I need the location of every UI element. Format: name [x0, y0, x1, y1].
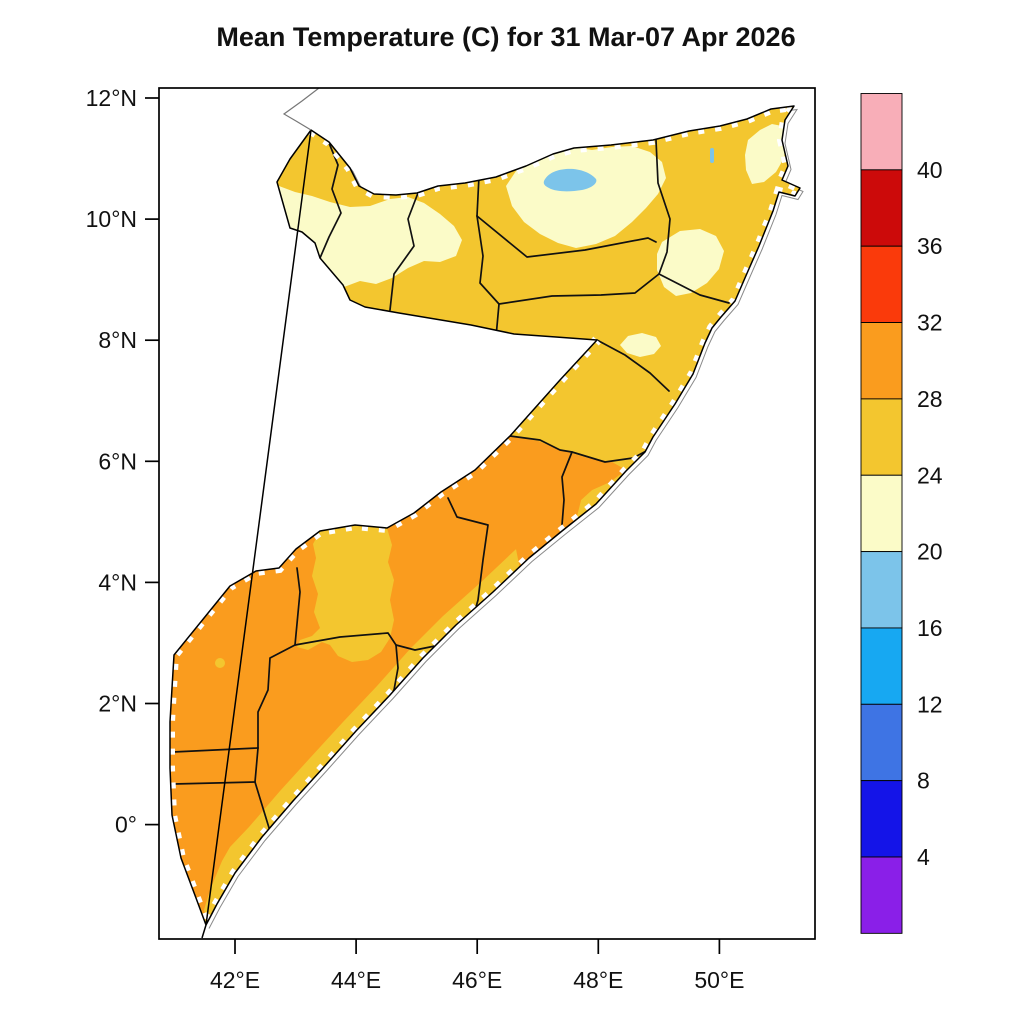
colorbar-cell [860, 856, 903, 934]
admin-boundary [257, 644, 296, 749]
x-axis-label: 48°E [573, 967, 623, 993]
temp-zone-cool-around-lake [506, 146, 666, 248]
colorbar-cell [860, 398, 903, 476]
admin-boundary [294, 567, 301, 646]
y-axis-label: 12°N [86, 85, 137, 111]
temp-zone-warm-coastal-dot [494, 638, 508, 652]
cold-spot-lake [543, 168, 597, 192]
x-axis-label: 46°E [452, 967, 502, 993]
temp-zone-mild-dot [215, 658, 225, 668]
x-axis-label: 42°E [210, 967, 260, 993]
temp-zone-cool-bari [657, 229, 724, 296]
y-axis-label: 10°N [86, 206, 137, 232]
admin-boundary [294, 632, 397, 646]
colorbar-cell [860, 627, 903, 705]
colorbar-cell [860, 245, 903, 323]
admin-boundary [389, 192, 419, 311]
admin-boundary [476, 215, 500, 338]
y-axis-label: 6°N [98, 448, 137, 474]
y-axis-label: 0° [115, 812, 137, 838]
colorbar-label: 20 [917, 539, 943, 565]
colorbar-label: 4 [917, 844, 930, 870]
colorbar-label: 28 [917, 386, 943, 412]
admin-boundary [596, 339, 670, 392]
admin-boundary [172, 747, 259, 753]
colorbar-cell [860, 703, 903, 782]
coastline [169, 105, 801, 939]
temp-zone-warm-south-fill2 [462, 436, 626, 583]
colorbar-cell [860, 169, 903, 247]
colorbar: 40 36 32 28 24 20 16 12 8 4 [860, 93, 943, 934]
y-axis: 12°N 10°N 8°N 6°N 4°N 2°N 0° [86, 85, 159, 838]
admin-boundary [439, 647, 509, 666]
colorbar-cell [860, 551, 903, 629]
admin-boundary [571, 448, 651, 463]
colorbar-cell [860, 93, 903, 171]
temp-zone-mild-bay-tongue [297, 525, 394, 662]
x-axis-label: 44°E [331, 967, 381, 993]
temp-zone-cool-cape [745, 124, 786, 184]
admin-boundary [173, 781, 256, 785]
admin-boundary [655, 139, 671, 275]
colorbar-label: 16 [917, 615, 943, 641]
colorbar-cell [860, 474, 903, 553]
admin-boundary [498, 273, 660, 305]
y-axis-label: 2°N [98, 691, 137, 717]
colorbar-cell [860, 780, 903, 858]
colorbar-label: 8 [917, 768, 930, 794]
plot-border [158, 87, 816, 940]
admin-boundary [393, 689, 448, 738]
chart-title: Mean Temperature (C) for 31 Mar-07 Apr 2… [216, 22, 796, 52]
djibouti-border-line [282, 87, 320, 131]
colorbar-label: 32 [917, 310, 943, 336]
cold-spot-small [710, 148, 714, 163]
colorbar-label: 40 [917, 157, 943, 183]
colorbar-label: 24 [917, 462, 943, 488]
colorbar-cell [860, 322, 903, 400]
admin-boundary [658, 273, 730, 304]
colorbar-label: 36 [917, 233, 943, 259]
colorbar-label: 12 [917, 691, 943, 717]
y-axis-label: 8°N [98, 327, 137, 353]
admin-boundary [476, 215, 657, 258]
x-axis: 42°E 44°E 46°E 48°E 50°E [210, 939, 744, 993]
admin-boundary [476, 175, 480, 217]
temp-zone-cool-neck [620, 333, 661, 357]
x-axis-label: 50°E [694, 967, 744, 993]
admin-boundary [395, 497, 489, 651]
admin-boundaries [172, 139, 730, 855]
y-axis-label: 4°N [98, 569, 137, 595]
admin-boundary [319, 142, 342, 259]
map-plot: 12°N 10°N 8°N 6°N 4°N 2°N 0° 42°E 44°E 46°E 48°E 5… [86, 85, 816, 993]
